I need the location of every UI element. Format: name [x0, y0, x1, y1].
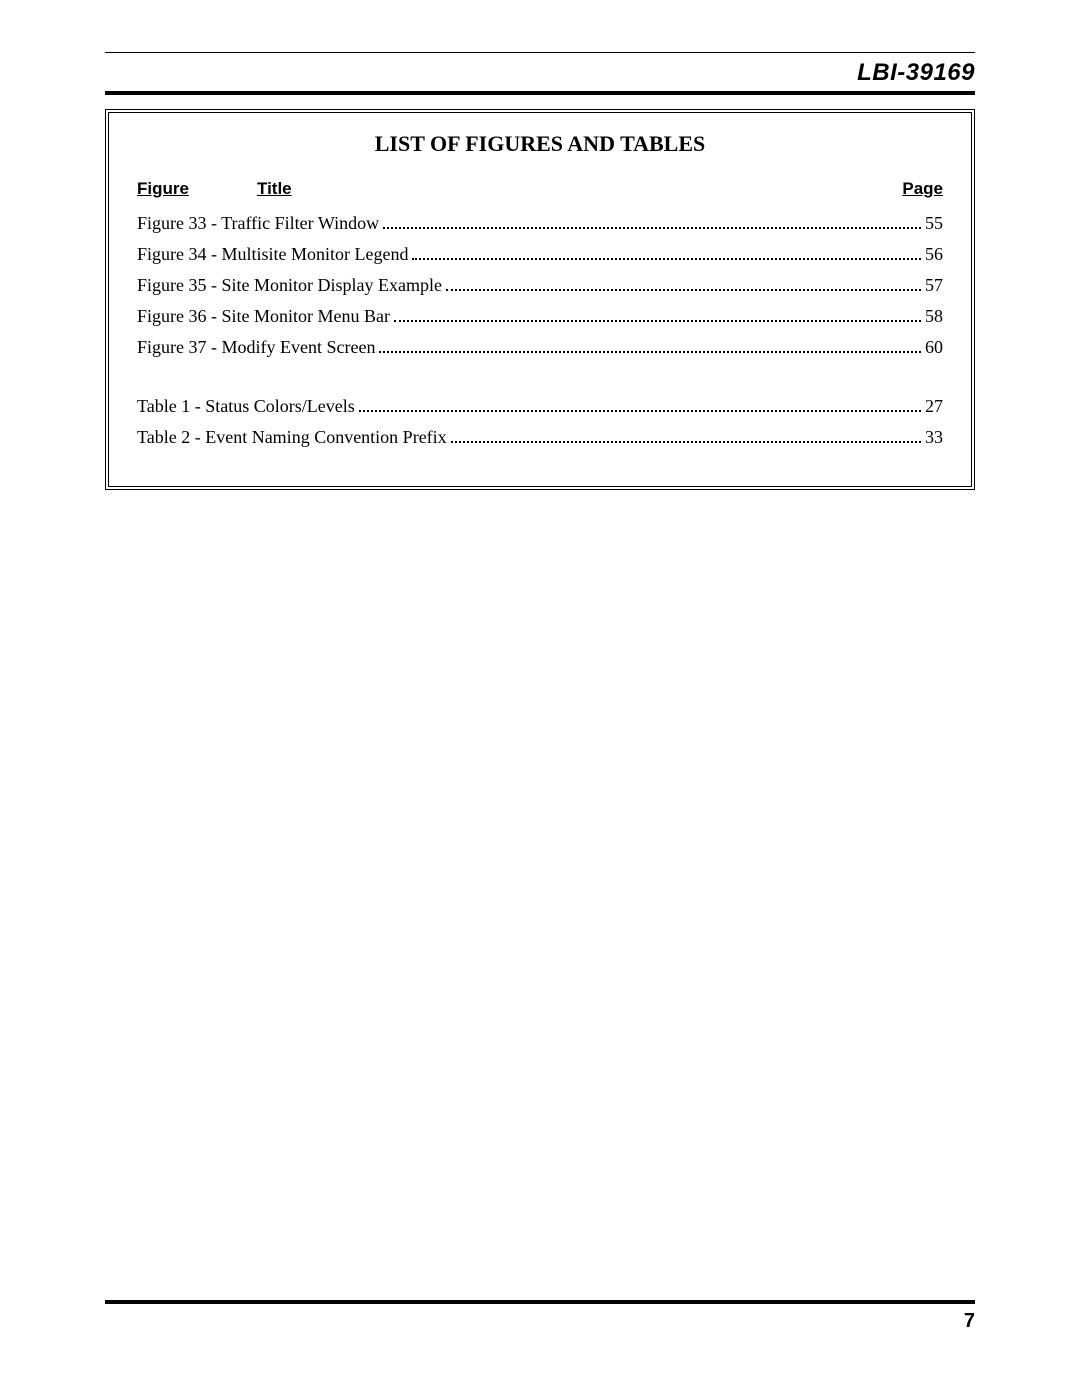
toc-leader-dots [383, 215, 921, 229]
toc-tables-group: Table 1 - Status Colors/Levels 27 Table … [137, 396, 943, 448]
page-content: LBI-39169 LIST OF FIGURES AND TABLES Fig… [105, 52, 975, 490]
page-number: 7 [105, 1310, 975, 1333]
toc-title: LIST OF FIGURES AND TABLES [137, 131, 943, 157]
toc-leader-dots [446, 277, 921, 291]
toc-leader-dots [451, 429, 921, 443]
toc-entry: Figure 36 - Site Monitor Menu Bar 58 [137, 306, 943, 327]
toc-entry: Figure 33 - Traffic Filter Window 55 [137, 213, 943, 234]
toc-label: Figure 37 - Modify Event Screen [137, 337, 375, 358]
footer-rule [105, 1300, 975, 1304]
toc-page: 58 [925, 306, 943, 327]
toc-label: Table 2 - Event Naming Convention Prefix [137, 427, 447, 448]
toc-leader-dots [394, 308, 921, 322]
toc-label: Table 1 - Status Colors/Levels [137, 396, 355, 417]
toc-label: Figure 36 - Site Monitor Menu Bar [137, 306, 390, 327]
toc-group-gap [137, 368, 943, 396]
toc-page: 56 [925, 244, 943, 265]
toc-page: 33 [925, 427, 943, 448]
toc-column-headers: Figure Title Page [137, 179, 943, 199]
toc-page: 55 [925, 213, 943, 234]
toc-page: 60 [925, 337, 943, 358]
toc-label: Figure 34 - Multisite Monitor Legend [137, 244, 408, 265]
document-id: LBI-39169 [105, 59, 975, 87]
toc-page: 57 [925, 275, 943, 296]
toc-leader-dots [379, 339, 921, 353]
col-header-page: Page [883, 179, 943, 199]
toc-leader-dots [412, 246, 921, 260]
toc-figures-group: Figure 33 - Traffic Filter Window 55 Fig… [137, 213, 943, 358]
toc-leader-dots [359, 398, 921, 412]
toc-entry: Figure 34 - Multisite Monitor Legend 56 [137, 244, 943, 265]
col-header-title: Title [257, 179, 883, 199]
col-header-figure: Figure [137, 179, 257, 199]
page-footer: 7 [105, 1300, 975, 1333]
toc-entry: Table 1 - Status Colors/Levels 27 [137, 396, 943, 417]
toc-entry: Figure 37 - Modify Event Screen 60 [137, 337, 943, 358]
toc-label: Figure 33 - Traffic Filter Window [137, 213, 379, 234]
toc-entry: Figure 35 - Site Monitor Display Example… [137, 275, 943, 296]
header-rule-thick [105, 91, 975, 95]
toc-page: 27 [925, 396, 943, 417]
toc-box: LIST OF FIGURES AND TABLES Figure Title … [105, 109, 975, 490]
toc-label: Figure 35 - Site Monitor Display Example [137, 275, 442, 296]
header-rule-thin [105, 52, 975, 53]
toc-entry: Table 2 - Event Naming Convention Prefix… [137, 427, 943, 448]
